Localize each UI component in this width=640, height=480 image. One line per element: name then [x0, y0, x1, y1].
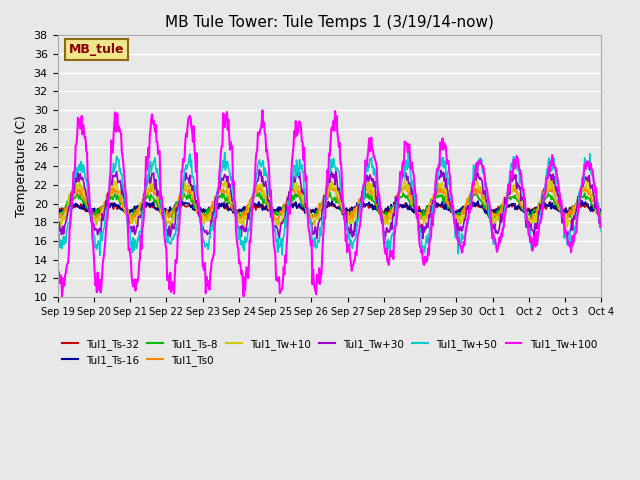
Tul1_Ts-16 [175, 198, 182, 204]
Tul1_Ts0 [54, 216, 61, 222]
Tul1_Ts-32 [63, 208, 71, 214]
Tul1_Ts0 [128, 221, 136, 227]
Tul1_Ts0 [326, 180, 334, 185]
Tul1_Tw+30 [120, 194, 127, 200]
Tul1_Tw+50 [54, 230, 61, 236]
Tul1_Tw+10 [64, 204, 72, 209]
Tul1_Tw+50 [598, 228, 605, 234]
Tul1_Tw+50 [63, 226, 71, 231]
Tul1_Tw+30 [397, 184, 404, 190]
Line: Tul1_Tw+50: Tul1_Tw+50 [58, 151, 602, 255]
Tul1_Tw+50 [120, 187, 128, 193]
Tul1_Tw+10 [598, 217, 605, 223]
Line: Tul1_Ts-8: Tul1_Ts-8 [58, 192, 602, 220]
Y-axis label: Temperature (C): Temperature (C) [15, 115, 28, 217]
Tul1_Tw+10 [57, 227, 65, 233]
Tul1_Ts0 [397, 187, 404, 192]
Tul1_Ts-8 [397, 194, 404, 200]
Tul1_Tw+30 [381, 237, 389, 243]
Tul1_Tw+100 [58, 294, 66, 300]
Tul1_Ts0 [204, 211, 212, 216]
Tul1_Tw+30 [63, 212, 71, 217]
Tul1_Ts0 [120, 205, 127, 211]
Tul1_Ts-32 [598, 208, 605, 214]
Tul1_Tw+50 [404, 148, 412, 154]
Tul1_Tw+30 [175, 201, 182, 206]
Tul1_Ts-32 [175, 205, 182, 211]
Tul1_Tw+30 [204, 232, 211, 238]
Tul1_Ts-32 [559, 212, 566, 217]
Tul1_Tw+100 [397, 170, 404, 176]
Tul1_Tw+50 [204, 246, 212, 252]
Tul1_Tw+30 [413, 211, 420, 217]
Tul1_Ts-32 [54, 207, 61, 213]
Line: Tul1_Tw+30: Tul1_Tw+30 [58, 169, 602, 240]
Tul1_Ts-8 [598, 211, 605, 216]
Tul1_Ts0 [598, 215, 605, 220]
Tul1_Tw+10 [54, 223, 61, 229]
Tul1_Tw+50 [175, 204, 183, 210]
Tul1_Ts-16 [120, 208, 127, 214]
Text: MB_tule: MB_tule [68, 43, 124, 56]
Tul1_Ts-32 [212, 198, 220, 204]
Tul1_Ts-16 [578, 198, 586, 204]
Tul1_Ts-8 [120, 202, 127, 207]
Tul1_Ts-16 [204, 208, 211, 214]
Tul1_Tw+100 [413, 215, 420, 220]
Tul1_Ts-8 [186, 190, 194, 195]
Tul1_Ts-8 [205, 208, 212, 214]
Tul1_Ts0 [63, 203, 71, 208]
Tul1_Ts0 [413, 207, 420, 213]
Tul1_Tw+100 [259, 108, 266, 113]
Tul1_Tw+100 [64, 260, 72, 265]
Tul1_Tw+50 [413, 215, 420, 221]
Tul1_Tw+100 [598, 224, 605, 229]
Tul1_Tw+10 [204, 218, 212, 224]
Tul1_Ts-8 [175, 195, 183, 201]
Tul1_Tw+50 [96, 252, 104, 258]
Tul1_Tw+10 [326, 175, 334, 180]
Tul1_Tw+30 [598, 225, 605, 231]
Tul1_Ts-8 [63, 198, 71, 204]
Tul1_Tw+10 [413, 210, 420, 216]
Tul1_Ts-16 [63, 208, 71, 214]
Tul1_Tw+100 [54, 249, 61, 255]
Title: MB Tule Tower: Tule Temps 1 (3/19/14-now): MB Tule Tower: Tule Temps 1 (3/19/14-now… [165, 15, 494, 30]
Line: Tul1_Ts0: Tul1_Ts0 [58, 182, 602, 224]
Tul1_Tw+30 [255, 167, 263, 172]
Tul1_Tw+50 [396, 182, 404, 188]
Tul1_Ts-32 [120, 206, 127, 212]
Line: Tul1_Tw+10: Tul1_Tw+10 [58, 178, 602, 230]
Tul1_Tw+10 [120, 206, 128, 212]
Tul1_Tw+100 [120, 170, 128, 176]
Line: Tul1_Ts-32: Tul1_Ts-32 [58, 201, 602, 215]
Tul1_Ts0 [175, 193, 183, 199]
Tul1_Tw+100 [175, 222, 183, 228]
Tul1_Tw+10 [175, 197, 183, 203]
Tul1_Tw+100 [204, 278, 212, 284]
Tul1_Ts-8 [413, 210, 420, 216]
Tul1_Ts-32 [204, 207, 211, 213]
Tul1_Ts-16 [54, 208, 61, 214]
Tul1_Ts-32 [412, 205, 420, 211]
Line: Tul1_Ts-16: Tul1_Ts-16 [58, 201, 602, 217]
Tul1_Ts-8 [129, 217, 136, 223]
Tul1_Tw+30 [54, 227, 61, 233]
Line: Tul1_Tw+100: Tul1_Tw+100 [58, 110, 602, 297]
Tul1_Ts-16 [598, 208, 605, 214]
Tul1_Ts-32 [396, 202, 404, 208]
Tul1_Ts-16 [396, 202, 404, 207]
Tul1_Tw+10 [397, 182, 404, 188]
Tul1_Ts-16 [412, 211, 420, 217]
Legend: Tul1_Ts-32, Tul1_Ts-16, Tul1_Ts-8, Tul1_Ts0, Tul1_Tw+10, Tul1_Tw+30, Tul1_Tw+50,: Tul1_Ts-32, Tul1_Ts-16, Tul1_Ts-8, Tul1_… [58, 335, 601, 370]
Tul1_Ts-8 [54, 210, 61, 216]
Tul1_Ts-16 [342, 215, 349, 220]
